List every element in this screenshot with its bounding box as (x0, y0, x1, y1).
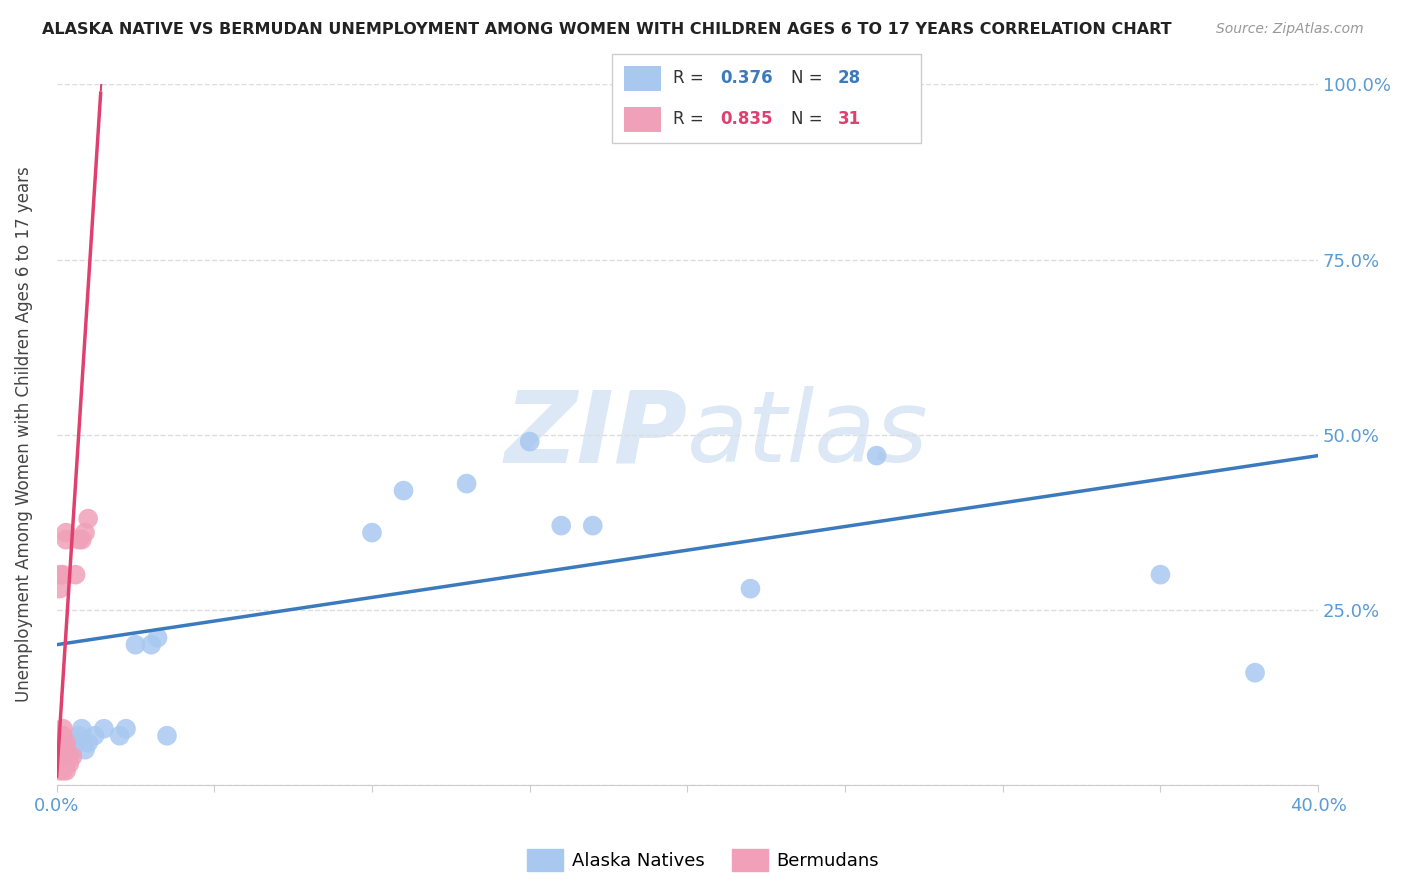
Point (115, 722, 138, 736)
Point (52, 743, 75, 757)
Text: N =: N = (792, 70, 828, 87)
Point (55, 764, 77, 778)
Point (67, 729, 90, 743)
Text: N =: N = (792, 110, 828, 128)
Point (740, 582, 762, 596)
Point (865, 449, 887, 463)
Text: ZIP: ZIP (505, 386, 688, 483)
Point (77, 511, 100, 525)
Point (49, 729, 72, 743)
Text: Source: ZipAtlas.com: Source: ZipAtlas.com (1216, 22, 1364, 37)
FancyBboxPatch shape (624, 66, 661, 91)
Point (58, 756, 80, 771)
Point (550, 518, 572, 533)
Point (392, 483, 415, 498)
Point (52, 722, 75, 736)
Text: R =: R = (673, 70, 710, 87)
Point (456, 476, 478, 491)
Point (65, 567, 87, 582)
Point (55, 736, 77, 750)
Point (49, 749, 72, 764)
Text: ALASKA NATIVE VS BERMUDAN UNEMPLOYMENT AMONG WOMEN WITH CHILDREN AGES 6 TO 17 YE: ALASKA NATIVE VS BERMUDAN UNEMPLOYMENT A… (42, 22, 1171, 37)
Point (49, 582, 72, 596)
Text: 28: 28 (838, 70, 860, 87)
Point (73, 743, 96, 757)
FancyBboxPatch shape (624, 107, 661, 132)
Point (73, 525, 96, 540)
Point (70, 533, 93, 547)
Point (146, 631, 169, 645)
Point (65, 736, 87, 750)
Point (60, 743, 83, 757)
Point (52, 729, 75, 743)
Point (55, 743, 77, 757)
Point (60, 749, 83, 764)
Point (52, 736, 75, 750)
Point (49, 743, 72, 757)
Point (55, 525, 77, 540)
Point (361, 525, 384, 540)
Point (52, 764, 75, 778)
Point (52, 567, 75, 582)
Point (58, 749, 80, 764)
Text: 0.376: 0.376 (720, 70, 772, 87)
Point (156, 729, 179, 743)
Point (582, 518, 605, 533)
Point (1244, 665, 1267, 680)
Point (49, 743, 72, 757)
Point (67, 533, 90, 547)
Text: 31: 31 (838, 110, 860, 128)
Point (124, 638, 146, 652)
Y-axis label: Unemployment Among Women with Children Ages 6 to 17 years: Unemployment Among Women with Children A… (15, 167, 32, 703)
Point (58, 736, 80, 750)
Point (52, 756, 75, 771)
Point (49, 567, 72, 582)
Point (52, 749, 75, 764)
Text: 0.835: 0.835 (720, 110, 772, 128)
Text: R =: R = (673, 110, 710, 128)
Point (55, 743, 77, 757)
Point (77, 736, 100, 750)
Legend: Alaska Natives, Bermudans: Alaska Natives, Bermudans (519, 842, 887, 879)
Point (83, 729, 105, 743)
Point (55, 749, 77, 764)
Point (52, 749, 75, 764)
Point (93, 722, 115, 736)
Point (55, 756, 77, 771)
Point (49, 764, 72, 778)
Point (519, 434, 541, 449)
Point (70, 722, 93, 736)
Point (108, 729, 131, 743)
Point (1149, 567, 1171, 582)
Point (141, 638, 163, 652)
Point (49, 736, 72, 750)
Text: atlas: atlas (688, 386, 929, 483)
Point (55, 533, 77, 547)
Point (49, 756, 72, 771)
FancyBboxPatch shape (612, 54, 921, 143)
